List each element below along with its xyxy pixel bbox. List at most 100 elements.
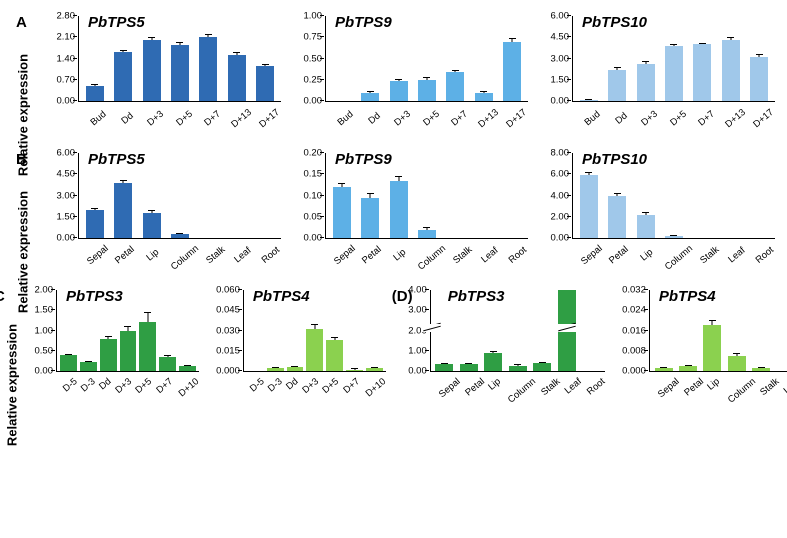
bar — [604, 153, 629, 238]
error-bar — [426, 227, 427, 229]
error-bar — [370, 193, 371, 197]
bar-fill — [346, 370, 363, 371]
error-bar — [712, 320, 713, 325]
ytick-label: 4.50 — [57, 169, 76, 180]
bar — [414, 153, 439, 238]
bar — [139, 16, 164, 101]
bar-fill — [446, 72, 464, 101]
bar-fill — [484, 353, 502, 371]
bar — [346, 290, 363, 371]
ytick-label: 3.00 — [57, 190, 76, 201]
error-bar — [426, 77, 427, 80]
bar — [556, 290, 577, 371]
ytick-label: 6.00 — [57, 148, 76, 159]
ytick-label: 0.10 — [304, 190, 323, 201]
bar-fill — [171, 234, 189, 238]
ytick-label: 0.00 — [304, 96, 323, 107]
bar — [443, 16, 468, 101]
bar-fill — [306, 329, 323, 371]
bar — [775, 290, 787, 371]
error-bar — [294, 366, 295, 367]
chart-B3: PbTPS100.002.004.006.008.00SepalPetalLip… — [538, 151, 775, 252]
bar — [306, 290, 323, 371]
error-bar — [455, 70, 456, 73]
xtick-label: Lip — [704, 375, 722, 393]
error-bar — [370, 91, 371, 93]
bar-fill — [199, 37, 217, 101]
bar — [718, 16, 743, 101]
ytick-label: 0.015 — [216, 345, 240, 356]
panel-label-B: B — [16, 151, 27, 168]
ytick-label: 2.10 — [57, 32, 76, 43]
ytick-label: 0.00 — [57, 233, 76, 244]
bar — [747, 16, 772, 101]
bar-fill — [679, 366, 697, 371]
ytick-label: 0.00 — [408, 366, 427, 377]
ytick-label: 4.00 — [551, 190, 570, 201]
error-bar — [334, 337, 335, 340]
bar-fill — [326, 340, 343, 371]
bar-fill — [114, 183, 132, 238]
ytick-label: 0.000 — [216, 366, 240, 377]
ytick-label: 0.016 — [622, 325, 646, 336]
bar — [100, 290, 117, 371]
error-bar — [236, 52, 237, 55]
bar — [443, 153, 468, 238]
bar — [677, 290, 698, 371]
bar-fill — [655, 368, 673, 371]
bar — [386, 16, 411, 101]
bar — [357, 153, 382, 238]
ytick-label: 0.00 — [551, 96, 570, 107]
bar-fill — [390, 181, 408, 238]
bar — [110, 16, 135, 101]
error-bar — [94, 84, 95, 86]
ytick-label: 4.50 — [551, 32, 570, 43]
error-bar — [512, 38, 513, 41]
error-bar — [88, 361, 89, 362]
error-bar — [314, 324, 315, 329]
ytick-label: 0.25 — [304, 74, 323, 85]
chart-C1: PbTPS30.000.501.001.502.00D-5D-3DdD+3D+5… — [22, 288, 199, 385]
error-bar — [542, 362, 543, 363]
bar-fill — [361, 93, 379, 102]
bar-fill — [171, 45, 189, 101]
bar-fill — [333, 187, 351, 238]
ytick-label: 6.00 — [551, 11, 570, 22]
bar — [366, 290, 383, 371]
bar-fill — [80, 362, 97, 371]
ytick-label: 0.50 — [304, 53, 323, 64]
bar — [253, 153, 278, 238]
bar — [247, 290, 264, 371]
bar-fill — [580, 100, 598, 101]
bar — [224, 153, 249, 238]
bar-fill — [435, 364, 453, 371]
bar-fill — [120, 331, 137, 372]
bar — [576, 16, 601, 101]
chart-A2: PbTPS90.000.250.500.751.00BudDdD+3D+5D+7… — [291, 14, 528, 115]
error-bar — [617, 67, 618, 70]
bar-fill — [418, 80, 436, 101]
bar-fill — [460, 364, 478, 371]
plot-area: 0.000.701.402.102.80 — [78, 16, 281, 102]
error-bar — [688, 365, 689, 366]
ytick-label: 2.00 — [35, 285, 54, 296]
bar-fill — [143, 40, 161, 101]
bar — [604, 16, 629, 101]
error-bar — [208, 34, 209, 37]
error-bar — [265, 64, 266, 66]
bar — [267, 290, 284, 371]
bar-fill — [722, 40, 740, 101]
bar — [500, 153, 525, 238]
ytick-label: 0.75 — [304, 32, 323, 43]
bar — [471, 16, 496, 101]
ytick-label: 3.00 — [551, 53, 570, 64]
error-bar — [94, 208, 95, 210]
xtick-label: Dd — [95, 375, 113, 393]
bar — [633, 16, 658, 101]
bar-fill — [665, 46, 683, 101]
ytick-label: 0.060 — [216, 285, 240, 296]
error-bar — [123, 180, 124, 183]
panel-label-C: C — [0, 288, 5, 305]
bar — [576, 153, 601, 238]
bar-fill — [608, 196, 626, 239]
